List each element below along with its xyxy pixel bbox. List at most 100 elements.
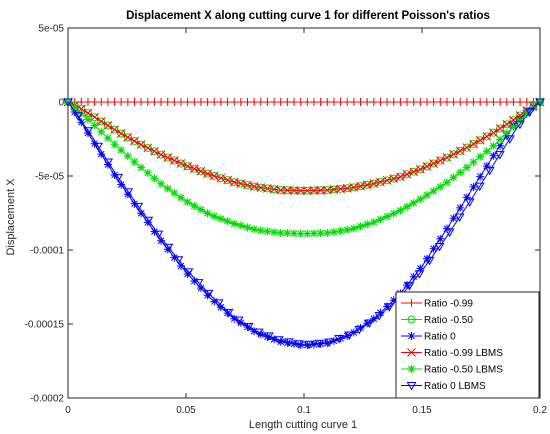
legend-entry: Ratio -0.99 LBMS xyxy=(401,348,503,359)
data-point xyxy=(309,340,318,349)
legend-label: Ratio -0.50 xyxy=(424,315,473,326)
series-line xyxy=(67,101,541,192)
data-point xyxy=(290,339,299,348)
data-point xyxy=(283,229,292,238)
data-point xyxy=(396,172,405,182)
data-point xyxy=(103,134,112,143)
data-point xyxy=(509,123,518,132)
data-point xyxy=(416,195,425,204)
data-point xyxy=(296,229,305,238)
data-point xyxy=(469,139,478,149)
data-point xyxy=(173,256,184,265)
data-point xyxy=(157,179,166,188)
data-point xyxy=(137,209,146,218)
data-point xyxy=(302,186,312,196)
data-point xyxy=(63,98,73,108)
data-point xyxy=(103,121,112,130)
data-point xyxy=(196,205,205,214)
data-point xyxy=(153,230,164,240)
data-point xyxy=(309,229,318,238)
data-point xyxy=(436,182,445,191)
data-point xyxy=(177,193,186,202)
y-tick-label: -0.00015 xyxy=(25,320,65,331)
data-point xyxy=(434,242,445,252)
data-point xyxy=(415,164,425,174)
legend-marker xyxy=(407,315,416,324)
data-point xyxy=(83,129,92,138)
data-point xyxy=(133,202,144,212)
data-point xyxy=(93,142,103,152)
data-point xyxy=(117,180,126,189)
data-point xyxy=(356,222,365,231)
data-point xyxy=(183,268,194,277)
data-point xyxy=(233,316,244,326)
data-point xyxy=(442,178,451,187)
data-point xyxy=(236,179,246,188)
data-point xyxy=(83,108,93,118)
data-point xyxy=(482,132,492,141)
data-point xyxy=(263,332,274,341)
data-point xyxy=(73,112,83,121)
data-point xyxy=(223,309,232,318)
data-point xyxy=(494,151,505,160)
data-point xyxy=(170,156,179,165)
data-point xyxy=(455,146,465,156)
data-point xyxy=(216,303,225,312)
data-point xyxy=(190,277,199,286)
data-point xyxy=(334,335,345,344)
data-point xyxy=(464,198,475,207)
data-point xyxy=(196,284,205,293)
data-point xyxy=(496,135,505,144)
data-point xyxy=(374,312,385,321)
x-tick-label: 0 xyxy=(65,405,71,416)
data-point xyxy=(156,150,166,159)
data-point xyxy=(284,338,294,347)
data-point xyxy=(484,166,495,176)
data-point xyxy=(103,121,113,130)
data-point xyxy=(344,331,355,341)
data-point xyxy=(462,163,471,172)
data-point xyxy=(456,168,465,177)
data-point xyxy=(476,152,485,161)
data-point xyxy=(223,308,234,318)
data-point xyxy=(369,314,378,323)
data-point xyxy=(276,337,285,346)
data-point xyxy=(535,98,545,108)
y-tick-label: 0 xyxy=(58,98,64,109)
data-point xyxy=(216,173,226,183)
data-point xyxy=(270,335,279,344)
legend-marker xyxy=(407,332,416,340)
legend-marker xyxy=(407,348,416,357)
data-point xyxy=(404,282,415,291)
data-point xyxy=(103,158,114,168)
x-axis: 0 0.05 0.1 0.15 0.2 xyxy=(65,28,547,416)
data-point xyxy=(429,159,438,168)
data-point xyxy=(316,229,325,238)
data-point xyxy=(196,166,206,176)
data-point xyxy=(123,152,132,161)
data-point xyxy=(274,336,284,345)
data-point xyxy=(449,149,458,159)
data-point xyxy=(143,168,152,177)
data-point xyxy=(354,325,365,335)
data-point xyxy=(314,339,324,349)
data-point xyxy=(469,158,478,167)
y-tick-label: -0.0001 xyxy=(30,246,64,257)
series-layer xyxy=(63,97,545,350)
data-point xyxy=(456,203,465,212)
data-point xyxy=(336,226,345,235)
x-axis-label: Length cutting curve 1 xyxy=(249,419,357,431)
data-point xyxy=(422,254,431,263)
data-point xyxy=(276,185,286,195)
data-point xyxy=(110,140,119,149)
data-point xyxy=(209,171,219,181)
data-point xyxy=(449,173,458,182)
data-point xyxy=(402,169,412,179)
data-point xyxy=(303,229,312,238)
data-point xyxy=(216,214,225,223)
data-point xyxy=(525,108,535,117)
data-point xyxy=(369,218,378,227)
data-point xyxy=(283,185,292,195)
data-point xyxy=(223,175,232,185)
